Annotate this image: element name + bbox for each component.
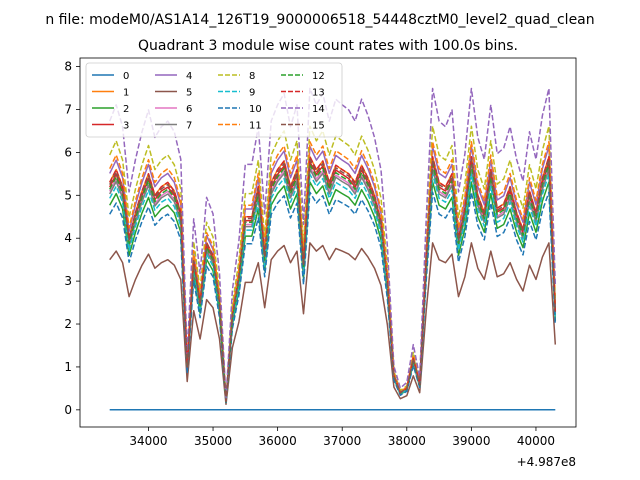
y-tick-label: 2 [64,317,72,331]
series-line-5 [109,242,557,406]
legend-label-6: 6 [186,104,192,115]
x-tick-label: 39000 [452,434,490,448]
x-tick-label: 36000 [259,434,297,448]
y-tick-label: 5 [64,188,72,202]
axes: 34000 35000 36000 37000 38000 39000 4000001234… [64,57,577,448]
x-tick-label: 38000 [388,434,426,448]
y-tick-label: 0 [64,403,72,417]
x-axis-offset-label: +4.987e8 [517,455,576,469]
series-line-15 [109,158,557,403]
x-tick-label: 34000 [129,434,167,448]
y-tick-label: 8 [64,60,72,74]
legend-label-3: 3 [123,121,129,132]
legend-label-5: 5 [186,88,192,99]
legend-label-2: 2 [123,104,129,115]
series-line-10 [109,191,557,404]
y-tick-label: 6 [64,145,72,159]
y-tick-label: 1 [64,360,72,374]
legend-label-10: 10 [249,104,262,115]
legend-label-9: 9 [249,88,255,99]
x-tick-label: 35000 [194,434,232,448]
legend-label-15: 15 [312,121,325,132]
y-tick-label: 7 [64,102,72,116]
legend-label-14: 14 [312,104,325,115]
axes-frame [79,57,577,428]
legend-label-13: 13 [312,88,325,99]
chart-title: Quadrant 3 module wise count rates with … [138,38,518,54]
legend-label-0: 0 [123,71,129,82]
legend-frame [85,62,343,138]
legend-label-8: 8 [249,71,255,82]
legend-label-1: 1 [123,88,129,99]
legend-label-7: 7 [186,121,192,132]
figure-suptitle: n file: modeM0/AS1A14_126T19_9000006518_… [45,12,594,28]
y-tick-label: 3 [64,274,72,288]
x-tick-label: 37000 [323,434,361,448]
legend-label-11: 11 [249,121,262,132]
y-tick-label: 4 [64,231,72,245]
legend-label-4: 4 [186,71,192,82]
x-tick-label: 40000 [517,434,555,448]
legend-label-12: 12 [312,71,325,82]
